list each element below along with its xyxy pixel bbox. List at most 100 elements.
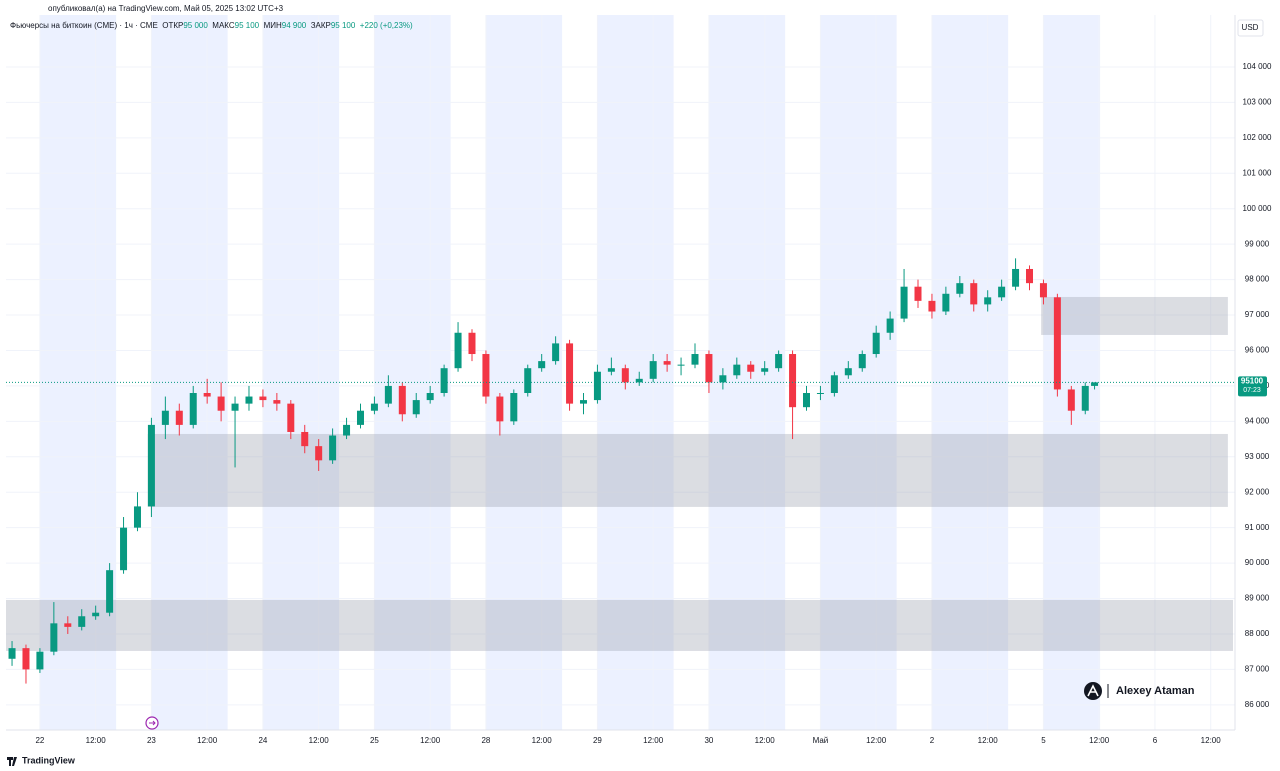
zone <box>6 599 1233 651</box>
session-band <box>374 15 451 730</box>
x-tick-label: 12:00 <box>643 736 664 745</box>
candle-body <box>942 293 950 312</box>
high-label: МАКС <box>212 21 235 30</box>
y-tick-label: 94 000 <box>1245 416 1270 425</box>
candle-body <box>607 368 615 372</box>
candle-body <box>343 424 351 436</box>
candle-body <box>970 283 978 305</box>
candle-body <box>635 378 643 383</box>
candle-body <box>858 354 866 369</box>
y-tick-label: 88 000 <box>1245 629 1270 638</box>
candle-body <box>538 361 546 369</box>
y-tick-label: 92 000 <box>1245 487 1270 496</box>
candle-body <box>273 400 281 404</box>
candle-body <box>775 354 783 369</box>
candle-body <box>329 435 337 461</box>
candle-body <box>370 403 378 411</box>
session-band <box>262 15 340 730</box>
session-band <box>485 15 563 730</box>
candle-body <box>719 375 727 383</box>
candle-body <box>8 648 16 659</box>
candle-body <box>287 403 295 432</box>
candle-body <box>761 368 769 372</box>
legend: Фьючерсы на биткоин (CME) · 1ч · CME ОТК… <box>10 21 413 30</box>
y-tick-label: 89 000 <box>1245 594 1270 603</box>
y-tick-label: 86 000 <box>1245 700 1270 709</box>
candle-body <box>120 527 128 571</box>
y-tick-label: 97 000 <box>1245 310 1270 319</box>
candle-body <box>217 396 225 411</box>
candle-body <box>245 396 253 404</box>
y-tick-label: 103 000 <box>1243 98 1272 107</box>
candle-body <box>886 318 894 333</box>
candle-body <box>789 354 797 408</box>
x-tick-label: 5 <box>1041 736 1046 745</box>
candle-body <box>677 364 685 366</box>
x-tick-label: 12:00 <box>420 736 441 745</box>
candle-body <box>566 343 574 404</box>
candle-body <box>50 623 58 652</box>
zone <box>1041 296 1228 335</box>
session-band <box>39 15 117 730</box>
candle-body <box>315 446 323 461</box>
y-tick-label: 100 000 <box>1243 204 1272 213</box>
price-tag-label: 95100 <box>1241 376 1264 385</box>
candle-body <box>1053 297 1061 390</box>
event-arrow <box>149 720 156 726</box>
currency-box[interactable] <box>1237 19 1264 37</box>
candle-body <box>998 286 1006 298</box>
low-value: 94 900 <box>281 21 307 30</box>
symbol: Фьючерсы на биткоин (CME) · 1ч · CME <box>10 21 158 30</box>
y-tick-label: 101 000 <box>1243 168 1272 177</box>
x-tick-label: 24 <box>258 736 267 745</box>
y-tick-label: 96 000 <box>1245 346 1270 355</box>
candle-body <box>64 623 72 627</box>
candle-body <box>956 283 964 294</box>
price-tag <box>1238 376 1267 397</box>
session-band <box>151 15 228 730</box>
zone <box>147 433 1228 507</box>
x-tick-label: 12:00 <box>1201 736 1222 745</box>
candle-body <box>175 410 183 425</box>
countdown: 07:23 <box>1243 387 1261 394</box>
candle-body <box>510 392 518 422</box>
x-tick-label: 12:00 <box>978 736 999 745</box>
candle-body <box>412 400 420 415</box>
candle-body <box>621 368 629 383</box>
candle-body <box>733 364 741 376</box>
candle-body <box>844 368 852 376</box>
session-band <box>820 15 897 730</box>
candle-body <box>663 361 671 365</box>
candle-body <box>106 570 114 613</box>
candle-body <box>133 506 141 528</box>
x-tick-label: 29 <box>593 736 602 745</box>
candle-body <box>579 400 587 404</box>
x-tick-label: 12:00 <box>755 736 776 745</box>
candle-body <box>496 396 504 422</box>
candle-body <box>440 368 448 393</box>
candle-body <box>1067 389 1075 411</box>
footer: TradingView <box>22 755 76 765</box>
low-label: МИН <box>263 21 282 30</box>
x-tick-label: 12:00 <box>197 736 218 745</box>
x-tick-label: 6 <box>1153 736 1158 745</box>
session-band <box>708 15 786 730</box>
candle-body <box>705 354 713 383</box>
candle-body <box>356 410 364 425</box>
x-tick-label: 12:00 <box>866 736 887 745</box>
candle-body <box>147 424 155 507</box>
candle-body <box>593 371 601 401</box>
candle-body <box>872 332 880 355</box>
y-tick-label: 99 000 <box>1245 239 1270 248</box>
candle-body <box>78 616 86 627</box>
candle-body <box>649 361 657 379</box>
candle-body <box>1026 268 1034 284</box>
candle-body <box>92 612 100 617</box>
watermark: Alexey Ataman <box>1116 685 1195 697</box>
close-label: ЗАКР <box>310 21 331 30</box>
change: +220 (+0,23%) <box>359 21 413 30</box>
candle-body <box>984 297 992 305</box>
candle-body <box>231 403 239 411</box>
